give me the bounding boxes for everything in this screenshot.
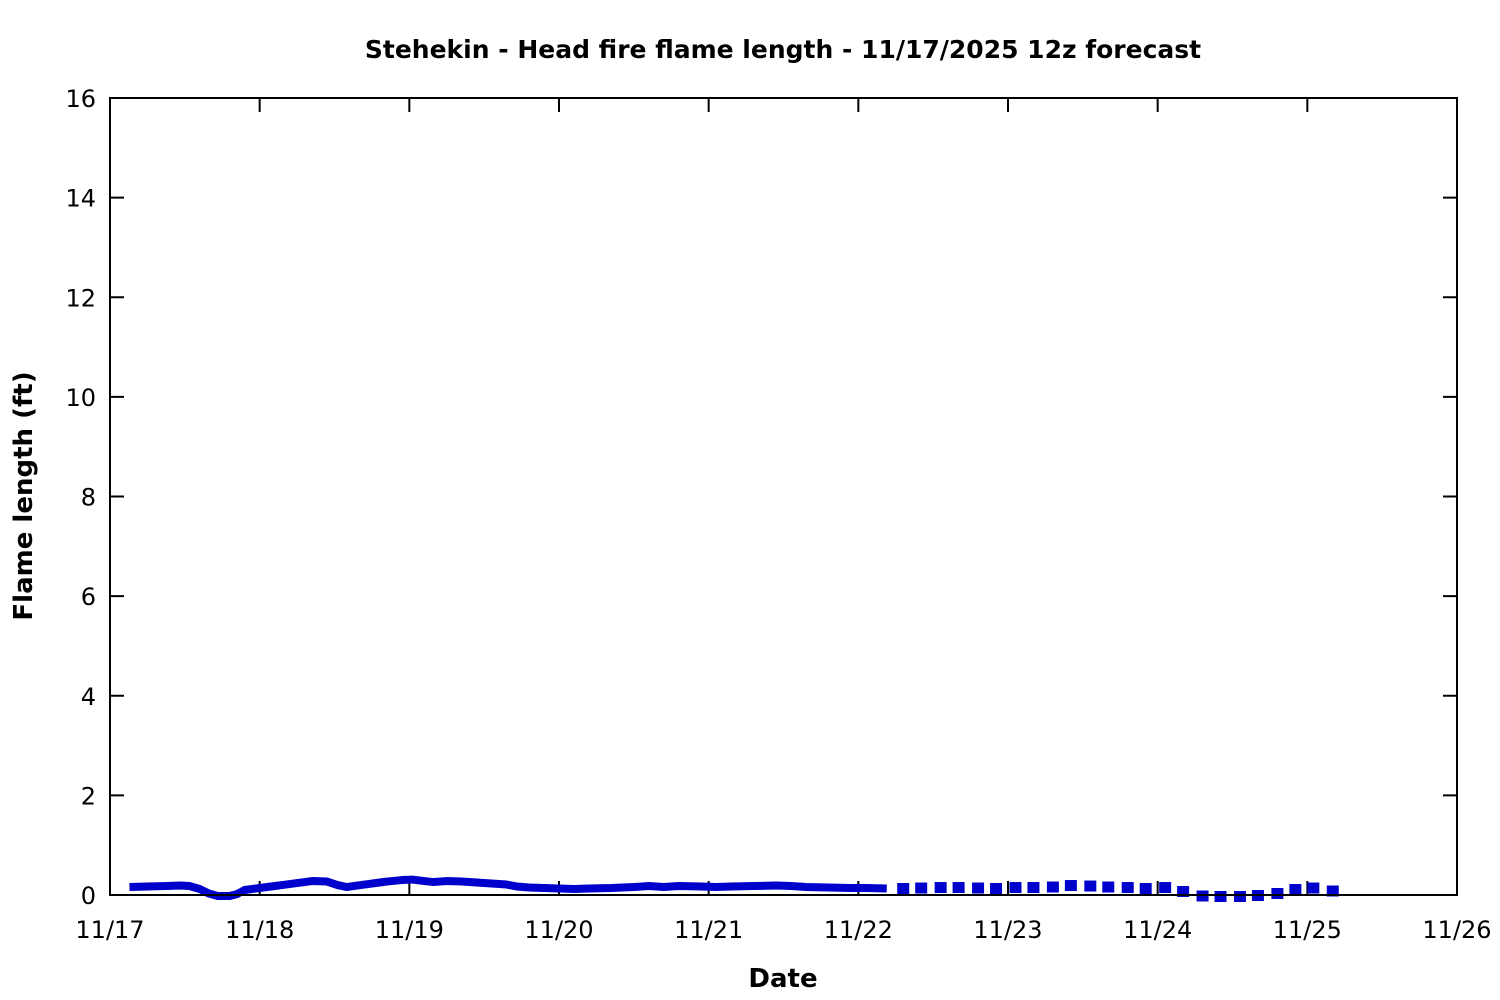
series-dash-square	[1084, 880, 1097, 892]
series-dash-square	[972, 882, 985, 894]
y-tick-label: 8	[81, 484, 96, 512]
y-tick-label: 6	[81, 583, 96, 611]
x-tick-label: 11/23	[973, 916, 1042, 944]
x-tick-label: 11/24	[1123, 916, 1192, 944]
x-tick-label: 11/21	[674, 916, 743, 944]
x-tick-label: 11/18	[225, 916, 294, 944]
series-dash-square	[1027, 882, 1040, 894]
series-dash-square	[990, 883, 1003, 895]
series-dash-square	[952, 882, 965, 894]
x-tick-label: 11/19	[375, 916, 444, 944]
chart-title: Stehekin - Head fire flame length - 11/1…	[365, 35, 1201, 64]
plot-border	[109, 97, 1458, 896]
series-dash-square	[1326, 885, 1339, 897]
x-axis-label: Date	[748, 964, 817, 994]
series-dash-square	[1064, 880, 1077, 892]
series-dash-square	[1009, 882, 1022, 894]
series-dash-square	[1271, 888, 1284, 900]
y-tick-label: 2	[81, 782, 96, 810]
series-dash-square	[897, 883, 910, 895]
series-dash-square	[1102, 881, 1115, 893]
y-tick-label: 0	[81, 882, 96, 910]
series-dash-square	[1046, 881, 1059, 893]
x-tick-label: 11/20	[524, 916, 593, 944]
series-dash-square	[1289, 884, 1302, 896]
y-tick-label: 14	[65, 185, 96, 213]
y-tick-label: 10	[65, 384, 96, 412]
series-dash-square	[1121, 882, 1134, 894]
series-dash-square	[1139, 883, 1152, 895]
series-dash-square	[915, 882, 928, 894]
series-dash-square	[1177, 886, 1190, 898]
y-tick-label: 16	[65, 85, 96, 113]
series-dash-square	[1307, 882, 1320, 894]
x-tick-label: 11/22	[824, 916, 893, 944]
axis-ticks: 11/17 11/18 11/19 11/20 11/21 11/22 11/23 11/24…	[65, 85, 1491, 944]
series-line-solid	[129, 875, 887, 900]
x-tick-label: 11/25	[1273, 916, 1342, 944]
y-tick-label: 4	[81, 683, 96, 711]
y-tick-label: 12	[65, 284, 96, 312]
y-axis-label: Flame length (ft)	[9, 371, 39, 620]
series-dash-square	[1214, 890, 1227, 902]
series-dash-square	[1233, 890, 1246, 902]
series-dash-square	[1159, 882, 1172, 894]
x-tick-label: 11/26	[1422, 916, 1491, 944]
series-dash-square	[934, 882, 947, 894]
x-tick-label: 11/17	[75, 916, 144, 944]
